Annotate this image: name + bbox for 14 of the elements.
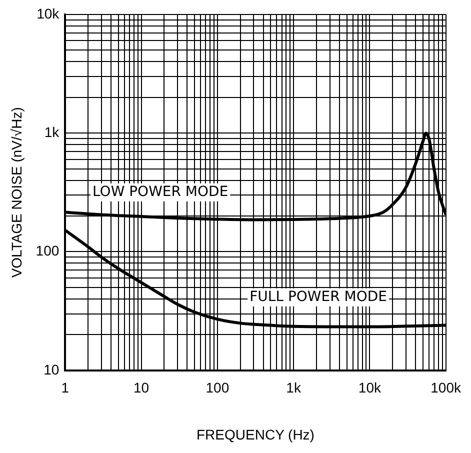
x-axis-title: FREQUENCY (Hz)	[196, 426, 314, 442]
y-tick-label: 1k	[44, 124, 60, 140]
y-tick-label: 10k	[36, 5, 60, 22]
y-tick-label: 10	[44, 361, 60, 378]
y-axis-title: VOLTAGE NOISE (nV/√Hz)	[8, 107, 24, 278]
x-tick-label: 1	[61, 380, 70, 396]
x-tick-label: 1k	[286, 380, 302, 396]
series-label: FULL POWER MODE	[250, 289, 387, 306]
series-label: LOW POWER MODE	[92, 184, 228, 200]
x-tick-label: 100	[206, 380, 230, 396]
x-tick-label: 10k	[358, 380, 382, 396]
x-tick-label: 100k	[430, 380, 462, 396]
x-tick-label: 10	[134, 380, 150, 396]
y-tick-label: 100	[36, 242, 60, 259]
